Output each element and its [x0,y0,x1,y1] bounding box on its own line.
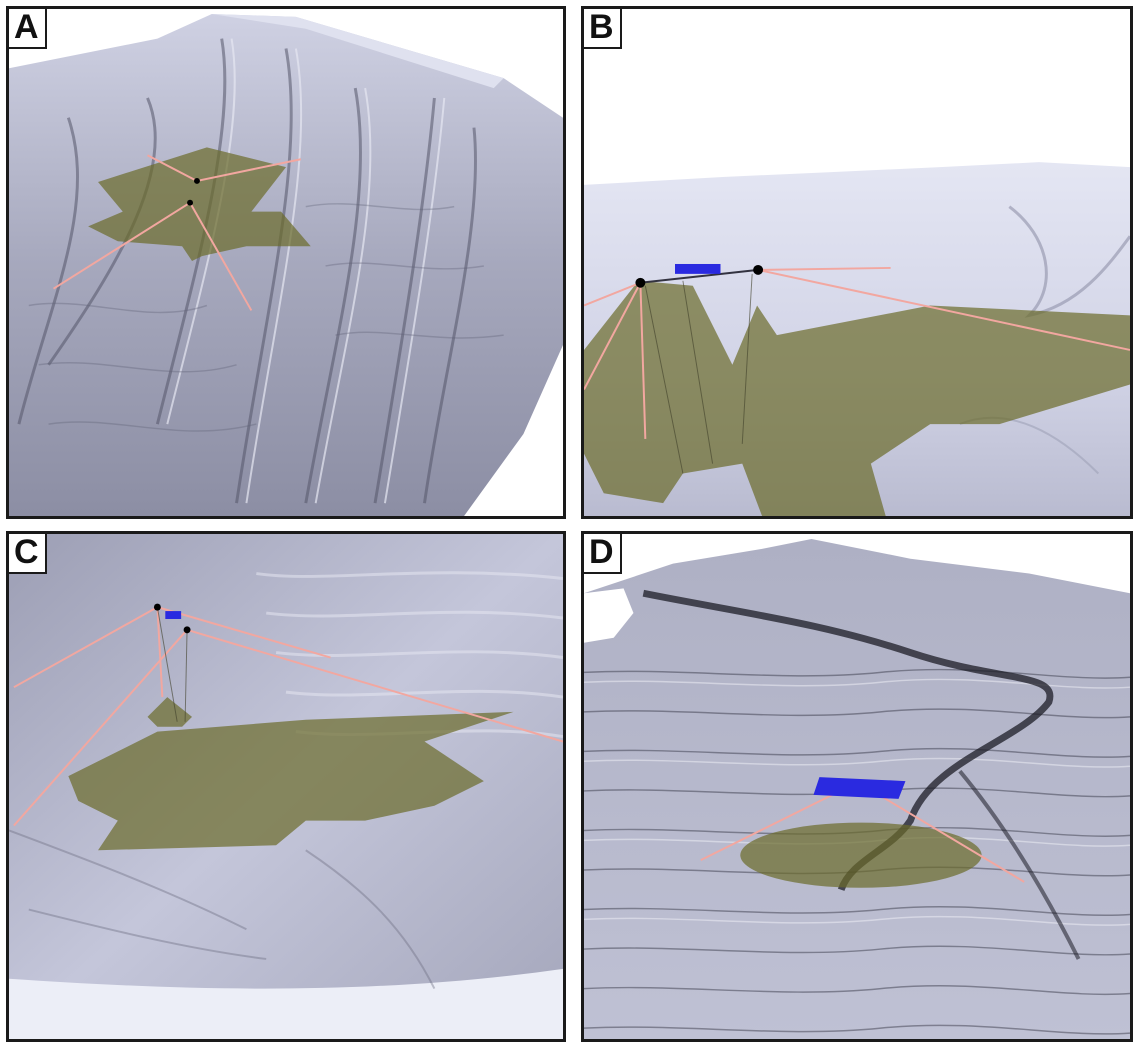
beam-lines-a [52,154,302,311]
vehicle-node-b2 [753,264,764,275]
vehicle-d [813,777,906,799]
vehicle-node-c1 [153,603,161,611]
panel-a: A [6,6,566,519]
vehicle-c [165,611,182,619]
vehicle-node-a2 [187,199,194,206]
panel-d: D [581,531,1133,1042]
beam-lines-c [13,606,563,827]
beam-lines-d [700,792,1025,883]
panel-label-d: D [584,534,622,574]
panel-label-c: C [9,534,47,574]
sonar-footprint-d [740,822,982,888]
panel-label-b: B [584,9,622,49]
vehicle-node-c2 [183,626,191,634]
sonar-footprint-b [584,280,1130,516]
seafloor-render-c [9,534,563,1039]
panel-label-a: A [9,9,47,49]
vehicle-b [675,263,721,274]
seafloor-render-b [584,9,1130,516]
seafloor-render-d [584,534,1130,1039]
vehicle-node-a1 [193,178,200,184]
sonar-footprint-c [68,711,514,851]
panel-b: B [581,6,1133,519]
vehicle-node-b1 [635,277,646,288]
seafloor-render-a [9,9,563,516]
beam-lines-b [584,266,1130,439]
panel-c: C [6,531,566,1042]
